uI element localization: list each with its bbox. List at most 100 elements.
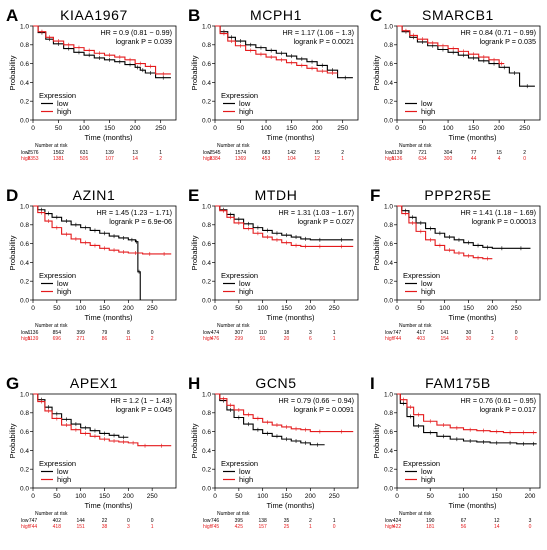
x-tick-label: 250: [155, 125, 166, 132]
risk-count: 476: [211, 336, 220, 342]
risk-count: 4: [498, 156, 501, 162]
y-axis-label: Probability: [190, 55, 199, 90]
km-plot-svg: FAM175B 0.0 0.2 0.4 0.6 0.8 1.0 0 50 100 150 200 Tim…: [372, 375, 541, 530]
logrank-p-text: logrank P = 6.9e-06: [109, 217, 172, 226]
risk-count: 0: [127, 518, 130, 524]
x-tick-label: 0: [395, 493, 399, 500]
risk-count: 14: [132, 156, 138, 162]
risk-row-label-low: low: [21, 330, 29, 336]
risk-count: 30: [466, 330, 472, 336]
hazard-ratio-text: HR = 1.2 (1 − 1.43): [110, 396, 172, 405]
risk-count: 25: [284, 524, 290, 530]
y-tick-label: 0.0: [202, 117, 211, 124]
survival-curve-high: [397, 25, 505, 65]
x-tick-label: 200: [494, 125, 505, 132]
risk-count: 634: [418, 156, 427, 162]
risk-count: 67: [461, 518, 467, 524]
survival-curve-high: [397, 393, 537, 434]
risk-count: 1: [491, 330, 494, 336]
legend-label-high: high: [421, 475, 435, 484]
km-panel-b: B MCPH1 0.0 0.2 0.4 0.6 0.8 1.0 0 50 100 150 200 250 T…: [182, 0, 364, 182]
x-tick-label: 100: [75, 493, 86, 500]
risk-count: 474: [211, 330, 220, 336]
risk-count: 2: [341, 150, 344, 156]
km-panel-h: H GCN5 0.0 0.2 0.4 0.6 0.8 1.0 0 50 100 150 200 250 Ti…: [182, 368, 364, 550]
panel-letter: H: [188, 374, 201, 393]
risk-count: 86: [102, 336, 108, 342]
risk-count: 142: [287, 150, 296, 156]
risk-count: 307: [235, 330, 244, 336]
risk-row-label-low: low: [385, 518, 393, 524]
km-panel-c: C SMARCB1 0.0 0.2 0.4 0.6 0.8 1.0 0 50 100 150 200 25…: [364, 0, 546, 182]
risk-table-title: Number at risk: [399, 323, 432, 329]
gene-title: PPP2R5E: [424, 187, 491, 203]
risk-row-label-low: low: [385, 150, 393, 156]
risk-count: 0: [529, 524, 532, 530]
legend-label-low: low: [239, 467, 251, 476]
legend-label-low: low: [421, 279, 433, 288]
y-tick-label: 0.6: [384, 241, 393, 248]
risk-count: 154: [440, 336, 449, 342]
x-tick-label: 100: [79, 125, 90, 132]
y-tick-label: 0.2: [384, 467, 393, 474]
y-tick-label: 0.6: [202, 61, 211, 68]
x-tick-label: 250: [147, 493, 158, 500]
y-axis-label: Probability: [8, 423, 17, 458]
y-axis-label: Probability: [372, 423, 381, 458]
risk-count: 0: [523, 156, 526, 162]
risk-count: 3: [309, 330, 312, 336]
risk-count: 56: [461, 524, 467, 530]
y-tick-label: 0.8: [202, 410, 211, 417]
y-tick-label: 0.0: [20, 297, 29, 304]
plot-frame: [32, 25, 177, 121]
risk-table-title: Number at risk: [399, 511, 432, 517]
logrank-p-text: logrank P = 0.017: [480, 405, 536, 414]
km-panel-d: D AZIN1 0.0 0.2 0.4 0.6 0.8 1.0 0 50 100 150 200 250 T…: [0, 180, 182, 362]
x-tick-label: 50: [235, 493, 243, 500]
y-tick-label: 0.8: [202, 42, 211, 49]
risk-count: 1574: [235, 150, 246, 156]
y-tick-label: 0.0: [384, 485, 393, 492]
y-tick-label: 0.4: [384, 80, 393, 87]
risk-count: 417: [417, 330, 426, 336]
y-tick-label: 0.4: [202, 448, 211, 455]
risk-count: 745: [211, 524, 220, 530]
panel-letter: C: [370, 6, 383, 25]
logrank-p-text: logrank P = 0.045: [116, 405, 172, 414]
panel-letter: G: [6, 374, 20, 393]
logrank-p-text: logrank P = 0.0091: [294, 405, 354, 414]
risk-count: 425: [235, 524, 244, 530]
legend-label-low: low: [239, 279, 251, 288]
risk-count: 0: [515, 336, 518, 342]
risk-count: 1139: [392, 150, 403, 156]
risk-count: 395: [235, 518, 244, 524]
survival-curve-high: [215, 205, 354, 247]
x-tick-label: 150: [281, 493, 292, 500]
x-tick-label: 50: [53, 493, 61, 500]
risk-count: 30: [466, 336, 472, 342]
y-tick-label: 1.0: [202, 203, 211, 210]
x-tick-label: 200: [525, 493, 536, 500]
survival-curve-low: [215, 393, 325, 446]
risk-table-title: Number at risk: [35, 143, 68, 149]
risk-count: 38: [102, 524, 108, 530]
risk-count: 1: [309, 524, 312, 530]
y-tick-label: 0.2: [20, 467, 29, 474]
hazard-ratio-text: HR = 1.45 (1.23 − 1.71): [96, 208, 172, 217]
y-tick-label: 0.6: [202, 429, 211, 436]
y-tick-label: 0.6: [202, 241, 211, 248]
plot-frame: [214, 25, 359, 121]
risk-count: 12: [494, 518, 500, 524]
km-panel-i: I FAM175B 0.0 0.2 0.4 0.6 0.8 1.0 0 50 100 150 200 Ti…: [364, 368, 546, 550]
legend-title: Expression: [403, 271, 440, 280]
risk-count: 3: [529, 518, 532, 524]
gene-title: GCN5: [255, 375, 296, 391]
logrank-p-text: logrank P = 0.035: [480, 37, 536, 46]
risk-row-label-low: low: [21, 518, 29, 524]
x-axis-label: Time (months): [448, 133, 497, 142]
x-tick-label: 150: [286, 125, 297, 132]
y-tick-label: 0.6: [20, 61, 29, 68]
x-tick-label: 150: [281, 305, 292, 312]
